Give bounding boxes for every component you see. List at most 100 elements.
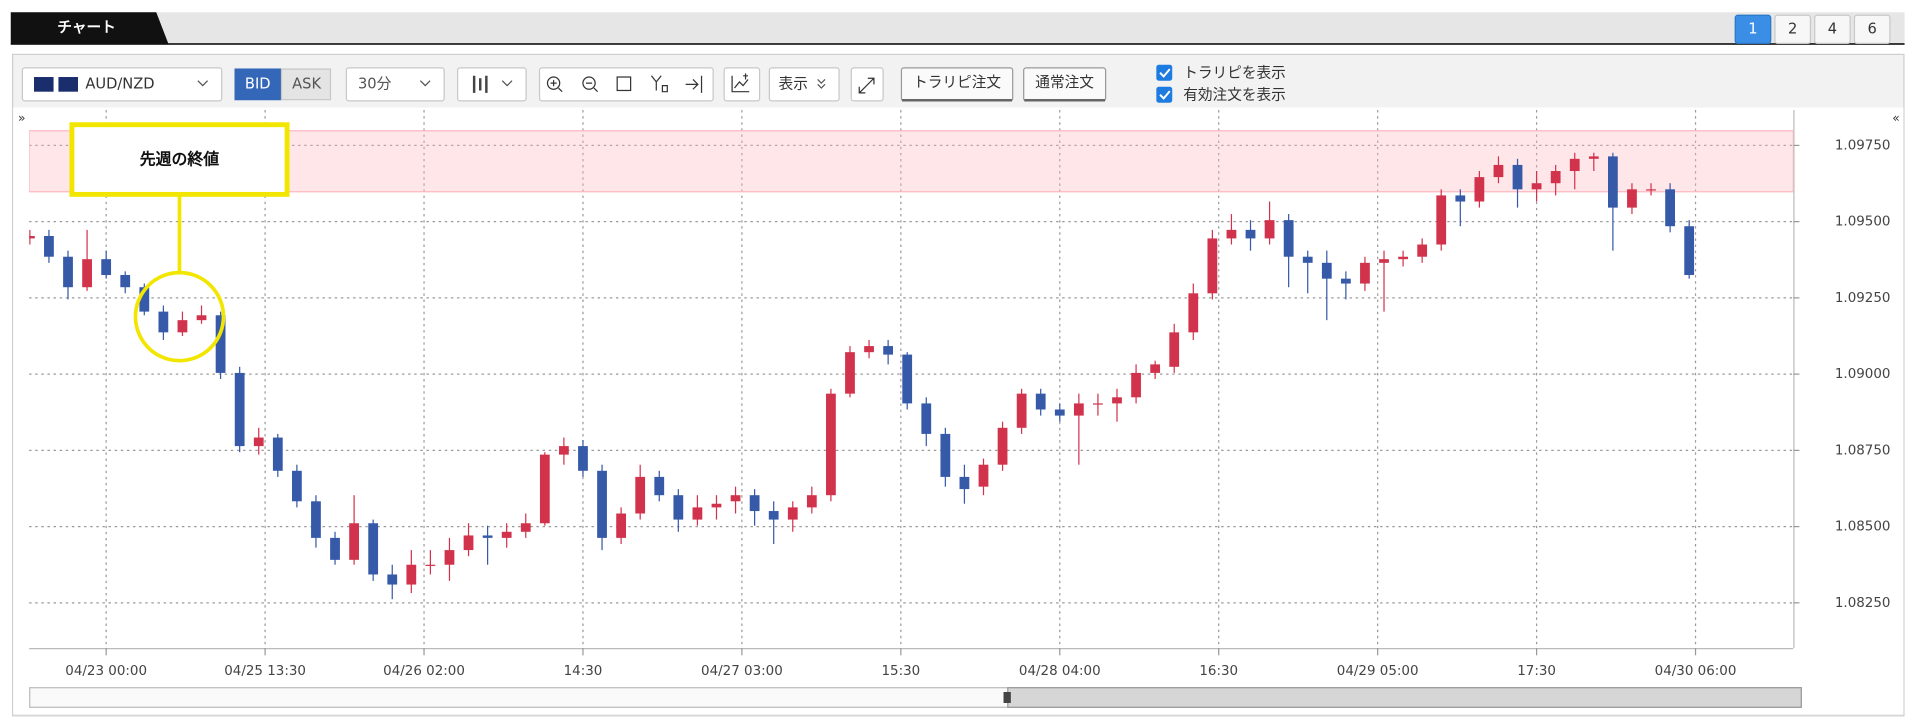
candle-body (826, 393, 836, 496)
candle-body (749, 495, 760, 512)
candle-body (1436, 195, 1447, 245)
y-tick-label: 1.09000 (1835, 367, 1891, 382)
candle-body (1016, 393, 1027, 428)
candle-body (29, 235, 35, 239)
candle-body (368, 523, 379, 575)
tab-button[interactable] (1774, 14, 1812, 45)
candle-body (1512, 164, 1523, 190)
fit-icon (616, 76, 632, 92)
checkbox[interactable] (1156, 64, 1173, 81)
candle-body (1302, 256, 1313, 263)
header-bar (10, 12, 1905, 45)
zoom-tools[interactable] (538, 67, 714, 102)
candle-body (1321, 262, 1332, 279)
candle-body (425, 564, 436, 566)
candle-body (1398, 256, 1408, 260)
tab-group: 1 2 4 6 (1734, 14, 1891, 45)
scroll-thumb[interactable] (1007, 687, 1802, 708)
y-tick-label: 1.08250 (1835, 596, 1891, 611)
checkbox-label: トラリピを表示 (1183, 64, 1286, 81)
candle-body (1379, 259, 1389, 263)
bid-text: BID (245, 75, 271, 92)
candle-body (940, 433, 951, 477)
candle-body (635, 476, 646, 514)
candle-body (1684, 226, 1695, 276)
symbol-select[interactable] (21, 67, 223, 102)
candle-body (1073, 403, 1084, 416)
candle-body (63, 256, 73, 288)
candle-body (1646, 189, 1656, 191)
candle-body (1112, 397, 1122, 404)
timeframe-select[interactable] (345, 67, 445, 102)
header-title: チャート (57, 19, 115, 36)
order-button-text: トラリピ注文 (913, 74, 1001, 91)
x-tick-label: 14:30 (564, 664, 603, 679)
checkbox[interactable] (1156, 86, 1173, 103)
chevron (419, 80, 431, 87)
candle-body (1283, 220, 1294, 257)
candle-icon (472, 75, 488, 93)
x-tick-label: 17:30 (1517, 664, 1556, 679)
candle-body (234, 372, 245, 447)
candle-body (1169, 332, 1180, 367)
chevron (501, 80, 513, 87)
collapse-right[interactable]: « (1892, 111, 1899, 125)
candle-body (1054, 409, 1065, 416)
candle-body (1493, 164, 1504, 178)
y-tick-label: 1.08750 (1835, 443, 1891, 458)
flag-au (33, 77, 54, 92)
x-tick-label: 15:30 (881, 664, 920, 679)
checkbox-label: 有効注文を表示 (1183, 86, 1286, 103)
candle-body (539, 454, 550, 524)
candle-body (1207, 238, 1218, 294)
bid-button[interactable] (234, 68, 281, 101)
y-tick-label: 1.09500 (1835, 215, 1891, 230)
candle-body (1417, 244, 1428, 257)
y-fit-icon (650, 75, 668, 93)
zoom-in-icon (546, 76, 561, 90)
candle-body (1245, 229, 1256, 239)
candle-body (330, 537, 340, 560)
highlight-band (29, 130, 1794, 193)
x-tick-label: 04/29 05:00 (1337, 664, 1419, 679)
candle-body (768, 511, 779, 520)
tab-label: 6 (1868, 20, 1877, 37)
scroll-end-icon (685, 75, 703, 93)
candle-body (1550, 171, 1561, 184)
candle-body (44, 235, 54, 257)
collapse-left[interactable]: » (18, 111, 25, 125)
candle-body (845, 352, 855, 394)
candle-body (311, 501, 321, 538)
candle-body (387, 574, 398, 585)
candle-body (158, 311, 169, 333)
y-tick-label: 1.09750 (1835, 138, 1891, 153)
candle-body (1340, 278, 1351, 284)
chart-type-select[interactable] (457, 67, 527, 102)
checkmark (1159, 68, 1171, 78)
ask-button[interactable] (280, 68, 332, 101)
candle-body (1264, 220, 1275, 239)
scroll-handle[interactable] (1003, 691, 1011, 703)
candle-body (1360, 262, 1370, 284)
candle-body (730, 495, 741, 502)
candle-body (196, 315, 207, 321)
tab-button[interactable] (1814, 14, 1851, 45)
candle-body (616, 513, 627, 538)
candle-body (1093, 403, 1103, 405)
display-select[interactable] (768, 67, 840, 102)
candle-body (139, 287, 150, 312)
callout-circle (133, 270, 226, 363)
callout-text: 先週の終値 (140, 150, 220, 169)
chevron (817, 79, 826, 89)
display-text: 表示 (779, 75, 808, 92)
candle-body (1474, 177, 1485, 202)
tab-button[interactable] (1853, 14, 1891, 45)
candle-body (921, 403, 932, 434)
tab-button[interactable] (1734, 14, 1772, 45)
tab-label: 4 (1828, 20, 1837, 37)
x-tick-label: 04/23 00:00 (65, 664, 147, 679)
candle-body (654, 476, 665, 496)
expand-icon (858, 77, 875, 94)
